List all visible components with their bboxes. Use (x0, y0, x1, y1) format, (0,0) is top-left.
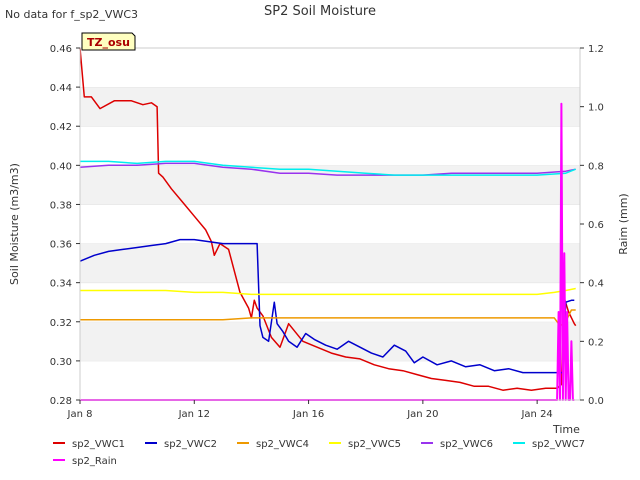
grid-band (80, 87, 580, 127)
y-tick-label: 0.44 (50, 83, 72, 94)
series-line-sp2-vwc2 (79, 238, 575, 374)
legend-label: sp2_VWC4 (256, 439, 309, 450)
axes-layer: 0.28 0.30 0.32 0.34 0.36 0.38 0.40 0.42 0.44 0.46… (50, 44, 604, 420)
x-tick-label: Jan 12 (178, 409, 210, 420)
no-data-note: No data for f_sp2_VWC3 (5, 8, 138, 21)
x-tick-label: Jan 24 (520, 409, 552, 420)
legend: sp2_VWC1 sp2_VWC2 sp2_VWC4 sp2_VWC5 sp2_VWC6… (53, 439, 585, 467)
legend-label: sp2_VWC7 (532, 439, 585, 450)
legend-label: sp2_VWC1 (72, 439, 125, 450)
series-line-sp2-vwc6 (79, 162, 576, 176)
series-line-sp2-vwc1 (79, 47, 577, 391)
y-tick-label: 0.36 (50, 240, 72, 251)
y-axis-label: Soil Moisture (m3/m3) (8, 163, 21, 285)
series-line-sp2-vwc7 (80, 160, 576, 176)
y-tick-label: 0.28 (50, 396, 72, 407)
legend-label: sp2_VWC2 (164, 439, 217, 450)
grid-band (80, 204, 580, 244)
tz-badge-box (81, 32, 136, 51)
y-tick-label: 0.40 (50, 161, 72, 172)
y2-tick-label: 0.8 (588, 161, 604, 172)
x-tick-label: Jan 8 (67, 409, 93, 420)
y2-tick-label: 0.2 (588, 337, 604, 348)
y2-tick-label: 1.0 (588, 103, 604, 114)
y-tick-label: 0.34 (50, 279, 72, 290)
y-tick-label: 0.32 (50, 318, 72, 329)
y2-axis-label: Raim (mm) (617, 193, 630, 254)
y2-tick-label: 0.6 (588, 220, 604, 231)
grid-bands (80, 47, 580, 400)
grid-band (80, 360, 580, 400)
grid-band (80, 48, 580, 88)
y2-tick-label: 0.0 (588, 396, 604, 407)
grid-band (80, 126, 580, 166)
grid-band (80, 321, 580, 361)
legend-label: sp2_Rain (72, 456, 117, 467)
tz-badge: TZ_osu (81, 32, 136, 51)
y-tick-label: 0.30 (50, 357, 72, 368)
x-tick-label: Jan 20 (406, 409, 438, 420)
grid-band (80, 243, 580, 283)
legend-label: sp2_VWC6 (440, 439, 493, 450)
y-tick-label: 0.42 (50, 122, 72, 133)
y2-tick-label: 0.4 (588, 279, 604, 290)
series-line-sp2-rain (80, 102, 575, 401)
grid-band (80, 282, 580, 322)
chart-title: SP2 Soil Moisture (264, 4, 376, 19)
series-layer (79, 47, 577, 401)
y-tick-label: 0.38 (50, 200, 72, 211)
y2-tick-label: 1.2 (588, 44, 604, 55)
x-tick-label: Jan 16 (292, 409, 324, 420)
tz-badge-label: TZ_osu (87, 36, 130, 49)
grid-band (80, 165, 580, 205)
legend-label: sp2_VWC5 (348, 439, 401, 450)
series-line-sp2-vwc4 (80, 309, 576, 327)
x-axis-label: Time (552, 423, 580, 436)
y-tick-label: 0.46 (50, 44, 72, 55)
series-line-sp2-vwc5 (80, 287, 576, 296)
